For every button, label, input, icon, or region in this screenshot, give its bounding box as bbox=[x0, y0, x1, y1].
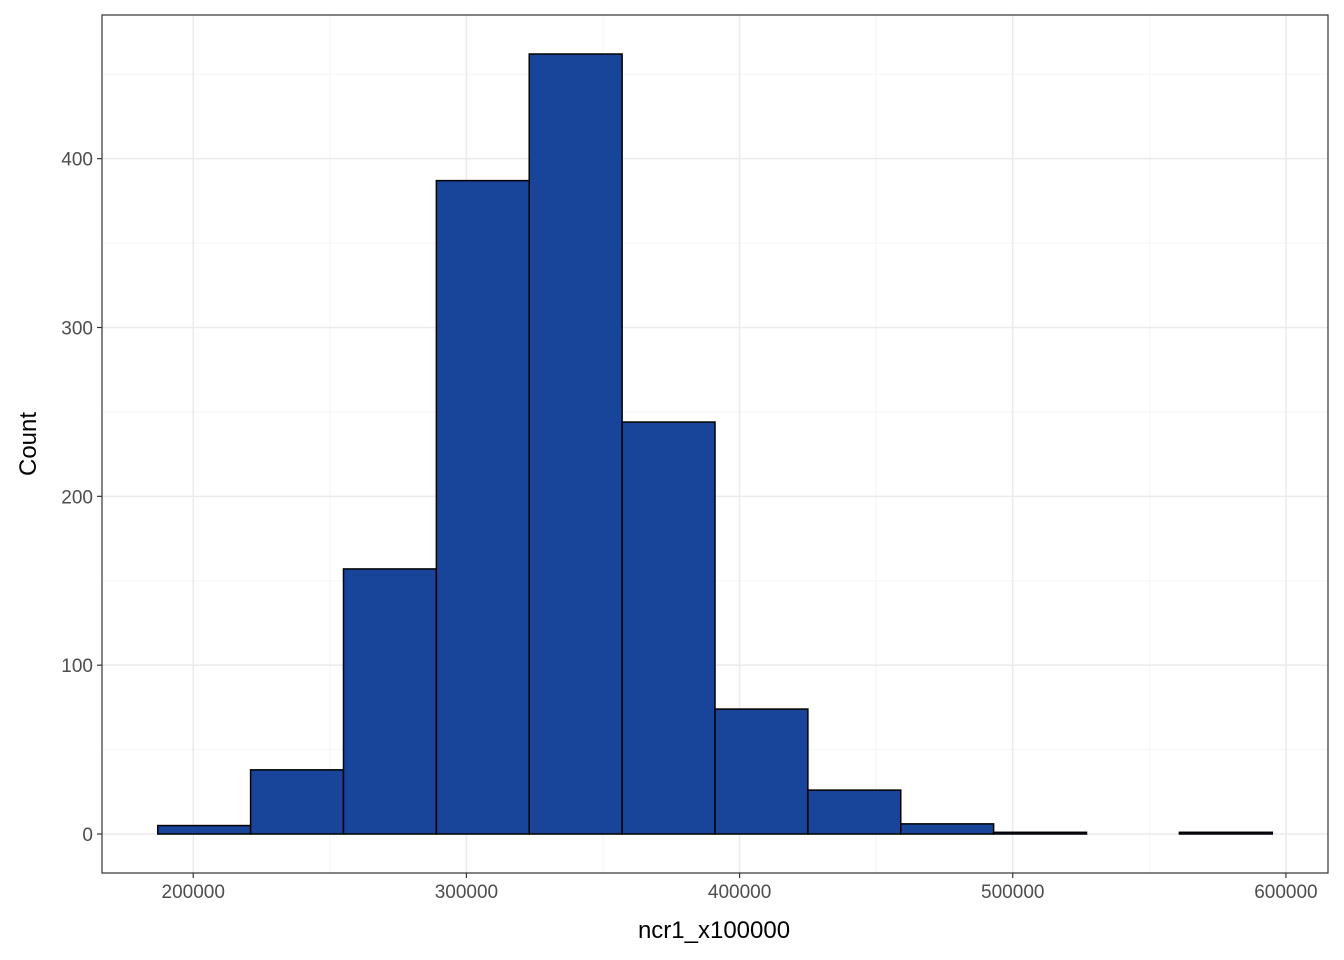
y-tick-label: 400 bbox=[61, 150, 93, 171]
histogram-bar-10 bbox=[992, 831, 1088, 835]
histogram-bar-1 bbox=[156, 824, 252, 835]
histogram-bars bbox=[156, 53, 1274, 835]
histogram-bar-8 bbox=[807, 789, 902, 835]
x-tick-label: 200000 bbox=[162, 882, 225, 903]
y-tick-label: 200 bbox=[61, 487, 93, 508]
x-tick-label: 600000 bbox=[1254, 882, 1317, 903]
histogram-bar-2 bbox=[249, 769, 345, 835]
y-tick-label: 100 bbox=[61, 656, 93, 677]
histogram-bar-6 bbox=[621, 421, 716, 835]
histogram-bar-9 bbox=[900, 823, 995, 835]
y-tick-label: 0 bbox=[82, 825, 93, 846]
x-axis-ticks: 200000 300000 400000 500000 600000 bbox=[162, 873, 1318, 903]
x-tick-label: 400000 bbox=[708, 882, 771, 903]
x-tick-label: 300000 bbox=[435, 882, 498, 903]
y-axis-title: Count bbox=[15, 412, 42, 476]
histogram-bar-5 bbox=[528, 53, 623, 835]
x-axis-title: ncr1_x100000 bbox=[638, 917, 790, 944]
histogram-bar-7 bbox=[714, 708, 809, 835]
histogram-bar-3 bbox=[342, 568, 438, 835]
histogram-bar-4 bbox=[435, 179, 530, 835]
y-tick-label: 300 bbox=[61, 319, 93, 340]
x-tick-label: 500000 bbox=[981, 882, 1044, 903]
histogram-bar-12 bbox=[1178, 831, 1274, 835]
y-axis-ticks: 0 100 200 300 400 bbox=[61, 150, 102, 846]
panel-border bbox=[101, 14, 1329, 874]
